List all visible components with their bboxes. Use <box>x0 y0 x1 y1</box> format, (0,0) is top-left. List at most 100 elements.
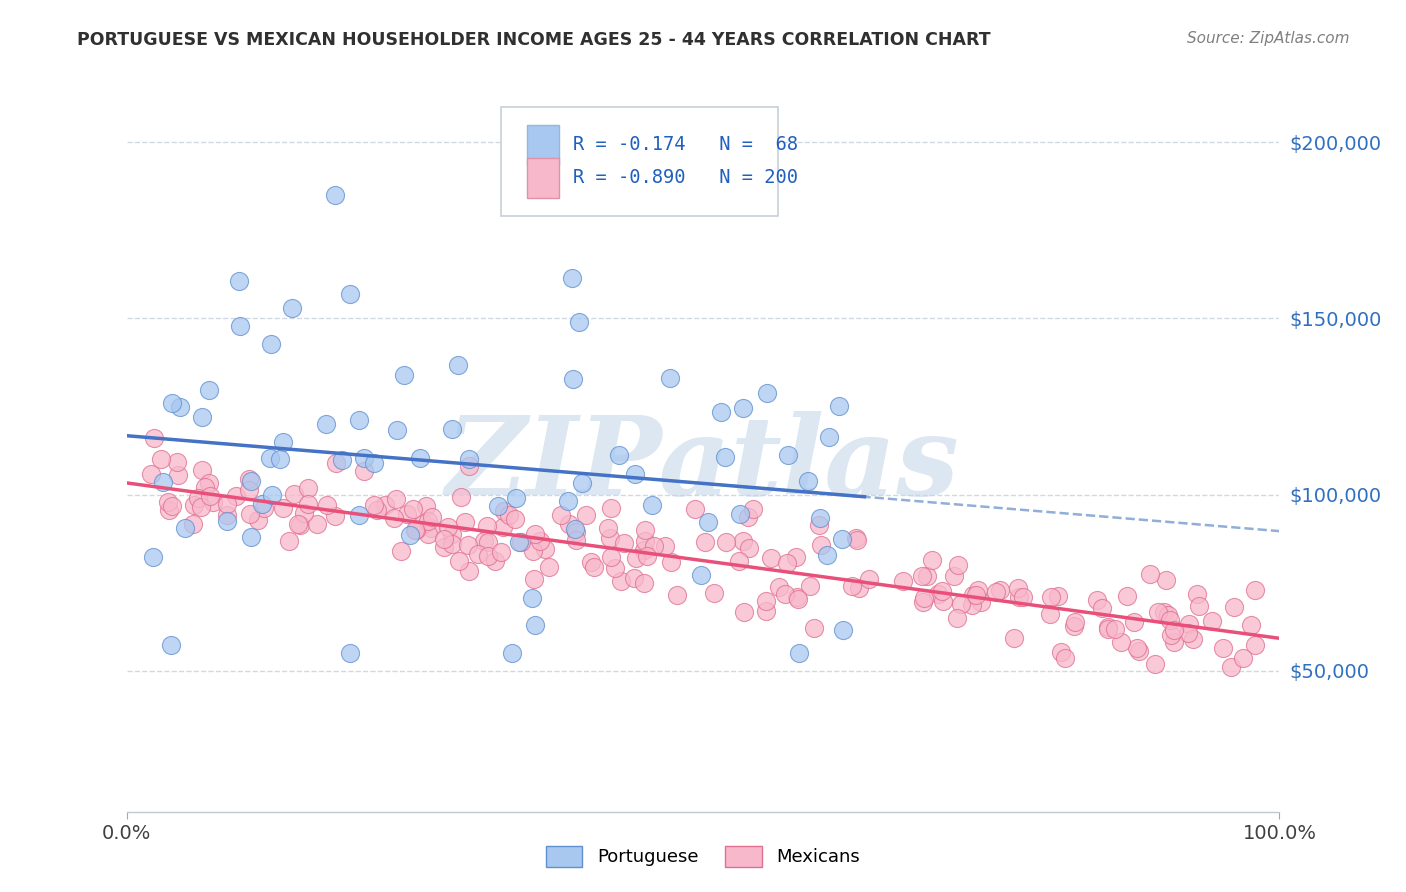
Point <box>787 591 810 606</box>
Point <box>505 511 527 525</box>
Point <box>1232 650 1254 665</box>
Point <box>738 541 761 555</box>
Point <box>330 453 353 467</box>
Point <box>911 569 934 583</box>
Point <box>142 549 165 564</box>
Legend: Portuguese, Mexicans: Portuguese, Mexicans <box>538 838 868 874</box>
Point <box>201 495 224 509</box>
Point <box>472 533 495 548</box>
Point <box>269 452 291 467</box>
Point <box>641 498 664 512</box>
Point <box>1239 618 1261 632</box>
Point <box>564 522 586 536</box>
Point <box>283 487 305 501</box>
Point <box>1139 566 1161 581</box>
Point <box>215 508 238 523</box>
Point <box>815 548 838 562</box>
Point <box>382 511 405 525</box>
Point <box>477 518 499 533</box>
Point <box>287 517 309 532</box>
Point <box>848 581 870 595</box>
Point <box>537 559 560 574</box>
Point <box>534 542 557 557</box>
Point <box>437 520 460 534</box>
Point <box>831 623 853 637</box>
Point <box>454 515 477 529</box>
Point <box>339 646 361 660</box>
Point <box>409 450 432 465</box>
Point <box>817 430 839 444</box>
Point <box>550 508 572 522</box>
Point <box>624 467 647 481</box>
Point <box>458 452 481 467</box>
Point <box>810 538 832 552</box>
Point <box>561 372 583 386</box>
Point <box>239 508 262 522</box>
Point <box>433 532 456 546</box>
Point <box>166 455 188 469</box>
Point <box>217 497 239 511</box>
Point <box>200 489 222 503</box>
Text: PORTUGUESE VS MEXICAN HOUSEHOLDER INCOME AGES 25 - 44 YEARS CORRELATION CHART: PORTUGUESE VS MEXICAN HOUSEHOLDER INCOME… <box>77 31 991 49</box>
Point <box>845 533 868 547</box>
Point <box>575 508 598 522</box>
Point <box>247 513 270 527</box>
Point <box>157 495 180 509</box>
Point <box>891 574 914 589</box>
Point <box>984 585 1007 599</box>
Point <box>803 622 825 636</box>
FancyBboxPatch shape <box>502 107 778 216</box>
Point <box>931 594 953 608</box>
Point <box>420 509 443 524</box>
Point <box>501 646 523 660</box>
Point <box>297 481 319 495</box>
Point <box>307 516 329 531</box>
Point <box>315 417 337 431</box>
Point <box>190 500 212 514</box>
Point <box>970 595 993 609</box>
Point <box>1244 638 1267 652</box>
Point <box>773 587 796 601</box>
Point <box>441 537 464 551</box>
Point <box>942 569 965 583</box>
Point <box>697 516 720 530</box>
Point <box>1182 632 1205 647</box>
Point <box>395 508 418 522</box>
Point <box>634 523 657 537</box>
Point <box>799 579 821 593</box>
Text: ZIPatlas: ZIPatlas <box>446 411 960 518</box>
Point <box>194 480 217 494</box>
Point <box>259 450 281 465</box>
Point <box>524 617 547 632</box>
Point <box>191 409 214 424</box>
Point <box>160 499 183 513</box>
Point <box>238 472 260 486</box>
Point <box>323 509 346 524</box>
Point <box>658 370 681 384</box>
Point <box>988 582 1011 597</box>
Point <box>565 524 588 539</box>
Point <box>1008 591 1031 605</box>
Point <box>174 521 197 535</box>
Point <box>181 516 204 531</box>
Point <box>962 587 984 601</box>
Point <box>347 413 370 427</box>
Point <box>776 556 799 570</box>
Point <box>477 549 499 564</box>
Point <box>374 498 396 512</box>
Point <box>1128 644 1150 658</box>
Point <box>1160 628 1182 642</box>
Point <box>1143 657 1166 671</box>
Point <box>389 544 412 558</box>
Point <box>786 591 808 605</box>
FancyBboxPatch shape <box>527 158 560 198</box>
Point <box>509 535 531 549</box>
Point <box>1154 573 1177 587</box>
Point <box>911 595 934 609</box>
Point <box>636 549 658 563</box>
Point <box>441 527 464 541</box>
Point <box>228 274 250 288</box>
Point <box>523 573 546 587</box>
Point <box>225 490 247 504</box>
Point <box>183 498 205 512</box>
